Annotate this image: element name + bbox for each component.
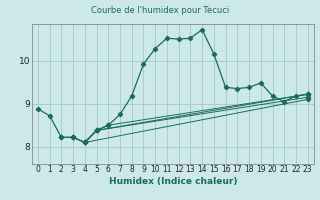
X-axis label: Humidex (Indice chaleur): Humidex (Indice chaleur) [108, 177, 237, 186]
Text: Courbe de l'humidex pour Tecuci: Courbe de l'humidex pour Tecuci [91, 6, 229, 15]
